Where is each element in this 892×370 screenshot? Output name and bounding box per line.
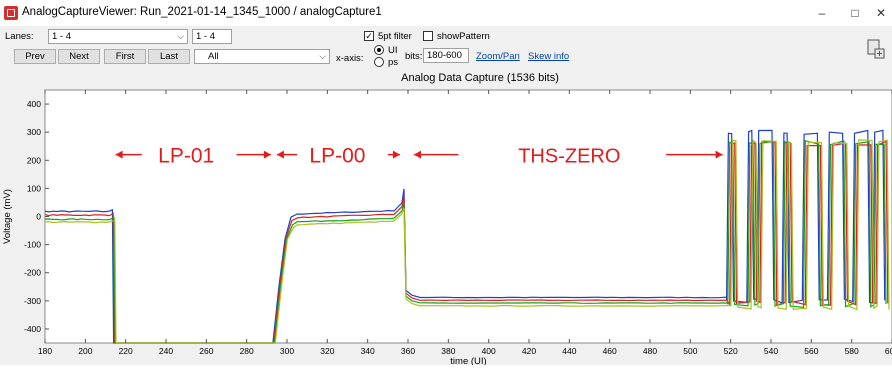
x-tick-label: 480 bbox=[643, 346, 657, 356]
first-button[interactable]: First bbox=[104, 49, 146, 64]
xaxis-ps-label: ps bbox=[388, 57, 399, 68]
x-tick-label: 440 bbox=[562, 346, 576, 356]
close-button[interactable]: ✕ bbox=[875, 6, 887, 20]
title-bar: AnalogCaptureViewer: Run_2021-01-14_1345… bbox=[0, 0, 892, 26]
filter-checkbox[interactable]: ✓ bbox=[364, 31, 374, 41]
xaxis-label: x-axis: bbox=[336, 53, 364, 64]
annotation-arrowhead bbox=[263, 150, 271, 159]
minimize-button[interactable]: – bbox=[818, 6, 826, 20]
all-select[interactable]: All ⌵ bbox=[194, 49, 330, 64]
chart-title: Analog Data Capture (1536 bits) bbox=[401, 72, 559, 84]
xaxis-ui-radio[interactable] bbox=[374, 45, 384, 55]
showpattern-checkbox[interactable] bbox=[423, 31, 433, 41]
y-tick-label: 300 bbox=[27, 127, 41, 137]
showpattern-label: showPattern bbox=[437, 31, 490, 42]
lane-4-trace bbox=[44, 138, 890, 344]
y-tick-label: 200 bbox=[27, 155, 41, 165]
annotation-label: LP-01 bbox=[158, 145, 214, 168]
x-tick-label: 420 bbox=[522, 346, 536, 356]
x-tick-label: 560 bbox=[804, 346, 818, 356]
all-select-value: All bbox=[208, 51, 219, 62]
x-tick-label: 380 bbox=[441, 346, 455, 356]
x-tick-label: 540 bbox=[764, 346, 778, 356]
xaxis-ui-label: UI bbox=[388, 45, 398, 56]
x-tick-label: 180 bbox=[38, 346, 52, 356]
lanes-range-field[interactable]: 1 - 4 bbox=[192, 29, 232, 44]
bits-label: bits: bbox=[405, 51, 423, 62]
x-tick-label: 340 bbox=[361, 346, 375, 356]
export-icon[interactable] bbox=[866, 38, 886, 60]
lanes-select-value: 1 - 4 bbox=[52, 31, 72, 42]
x-tick-label: 520 bbox=[724, 346, 738, 356]
annotation-label: LP-00 bbox=[309, 145, 365, 168]
y-tick-label: 400 bbox=[27, 99, 41, 109]
x-tick-label: 320 bbox=[320, 346, 334, 356]
plot-area: Analog Data Capture (1536 bits) LP-01 LP-… bbox=[0, 68, 892, 367]
y-tick-label: -300 bbox=[24, 296, 41, 306]
x-tick-label: 240 bbox=[159, 346, 173, 356]
annotation-arrowhead bbox=[414, 150, 422, 159]
bits-field[interactable]: 180-600 bbox=[423, 48, 469, 63]
x-tick-label: 600 bbox=[885, 346, 892, 356]
analog-chart[interactable]: Analog Data Capture (1536 bits) LP-01 LP-… bbox=[0, 68, 892, 367]
y-tick-label: -200 bbox=[24, 268, 41, 278]
y-tick-label: 100 bbox=[27, 183, 41, 193]
x-tick-label: 280 bbox=[240, 346, 254, 356]
annotation-arrowhead bbox=[715, 150, 723, 159]
y-axis-label: Voltage (mV) bbox=[2, 189, 13, 244]
lanes-label: Lanes: bbox=[5, 31, 34, 42]
x-tick-label: 220 bbox=[119, 346, 133, 356]
x-tick-label: 260 bbox=[199, 346, 213, 356]
annotation-label: THS-ZERO bbox=[518, 146, 620, 168]
last-button[interactable]: Last bbox=[148, 49, 190, 64]
maximize-button[interactable]: □ bbox=[851, 6, 859, 20]
lanes-select[interactable]: 1 - 4 ⌵ bbox=[48, 29, 188, 44]
x-tick-label: 300 bbox=[280, 346, 294, 356]
zoom-pan-link[interactable]: Zoom/Pan bbox=[476, 51, 520, 62]
chevron-down-icon: ⌵ bbox=[319, 51, 326, 61]
x-axis-label: time (UI) bbox=[450, 356, 486, 365]
app-icon bbox=[4, 6, 18, 20]
annotation-arrowhead bbox=[276, 150, 284, 159]
window-title: AnalogCaptureViewer: Run_2021-01-14_1345… bbox=[22, 6, 382, 18]
next-button[interactable]: Next bbox=[58, 49, 100, 64]
annotation-arrowhead bbox=[115, 150, 123, 159]
y-tick-label: -400 bbox=[24, 324, 41, 334]
x-tick-label: 200 bbox=[78, 346, 92, 356]
skew-info-link[interactable]: Skew info bbox=[528, 51, 570, 62]
x-tick-label: 360 bbox=[401, 346, 415, 356]
x-tick-label: 500 bbox=[683, 346, 697, 356]
x-tick-label: 580 bbox=[845, 346, 859, 356]
x-tick-label: 400 bbox=[482, 346, 496, 356]
filter-label: 5pt filter bbox=[378, 31, 412, 42]
prev-button[interactable]: Prev bbox=[14, 49, 56, 64]
y-tick-label: 0 bbox=[36, 212, 41, 222]
y-tick-label: -100 bbox=[24, 240, 41, 250]
plot-background bbox=[44, 89, 892, 344]
xaxis-ps-radio[interactable] bbox=[374, 57, 384, 67]
x-tick-label: 460 bbox=[603, 346, 617, 356]
annotation-arrowhead bbox=[392, 150, 400, 159]
toolbar: Lanes: 1 - 4 ⌵ 1 - 4 Prev Next First Las… bbox=[0, 26, 892, 68]
chevron-down-icon: ⌵ bbox=[177, 31, 184, 41]
